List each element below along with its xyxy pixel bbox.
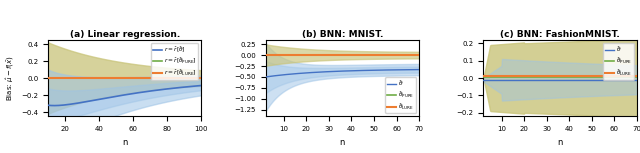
- Title: (b) BNN: MNIST.: (b) BNN: MNIST.: [301, 30, 383, 39]
- Legend: $\hat{\theta}$, $\hat{\theta}_{\mathrm{PURE}}$, $\hat{\theta}_{\mathrm{LURE}}$: $\hat{\theta}$, $\hat{\theta}_{\mathrm{P…: [385, 76, 416, 113]
- X-axis label: n: n: [557, 138, 563, 147]
- Title: (c) BNN: FashionMNIST.: (c) BNN: FashionMNIST.: [500, 30, 620, 39]
- Legend: $r = \hat{r}[\hat{\theta}]$, $r = \hat{r}[\hat{\theta}_{\mathrm{PURE}}]$, $r = \: $r = \hat{r}[\hat{\theta}]$, $r = \hat{r…: [151, 43, 198, 80]
- Title: (a) Linear regression.: (a) Linear regression.: [70, 30, 180, 39]
- X-axis label: n: n: [122, 138, 127, 147]
- Y-axis label: Bias: $\hat{\mu} - f(\bar{x})$: Bias: $\hat{\mu} - f(\bar{x})$: [4, 55, 16, 101]
- Legend: $\hat{\theta}$, $\hat{\theta}_{\mathrm{PURE}}$, $\hat{\theta}_{\mathrm{LURE}}$: $\hat{\theta}$, $\hat{\theta}_{\mathrm{P…: [603, 43, 634, 80]
- X-axis label: n: n: [340, 138, 345, 147]
